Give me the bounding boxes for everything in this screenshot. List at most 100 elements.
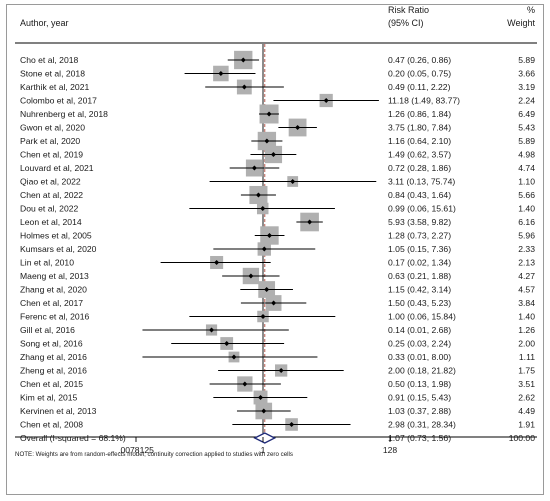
study-rows: Cho et al, 2018 0.47 (0.26, 0.86) 5.89 Ston… xyxy=(20,55,535,443)
study-weight: 3.84 xyxy=(518,298,535,308)
x-tick-label: 1 xyxy=(261,445,266,455)
study-label: Chen et al, 2008 xyxy=(20,420,83,430)
study-weight: 3.51 xyxy=(518,379,535,389)
study-label: Chen et al, 2019 xyxy=(20,150,83,160)
point-estimate xyxy=(323,98,329,103)
study-ci-text: 0.20 (0.05, 0.75) xyxy=(388,69,451,79)
weight-column-header: % xyxy=(527,5,535,15)
study-weight: 1.40 xyxy=(518,204,535,214)
study-label: Kervinen et al, 2013 xyxy=(20,406,97,416)
study-weight: 4.27 xyxy=(518,271,535,281)
study-label: Gwon et al, 2020 xyxy=(20,123,85,133)
study-label: Colombo et al, 2017 xyxy=(20,96,97,106)
study-label: Leon et al, 2014 xyxy=(20,217,82,227)
study-label: Maeng et al, 2013 xyxy=(20,271,89,281)
point-estimate xyxy=(260,206,266,211)
point-estimate xyxy=(224,341,230,346)
study-weight: 2.13 xyxy=(518,258,535,268)
point-estimate xyxy=(278,368,284,373)
study-label: Park et al, 2020 xyxy=(20,136,80,146)
study-ci-text: 0.47 (0.26, 0.86) xyxy=(388,55,451,65)
study-label: Nuhrenberg et al, 2018 xyxy=(20,109,108,119)
study-weight: 1.40 xyxy=(518,312,535,322)
study-label: Karthik et al, 2021 xyxy=(20,82,89,92)
study-weight: 3.66 xyxy=(518,69,535,79)
point-estimate xyxy=(270,152,276,157)
study-label: Ferenc et al, 2016 xyxy=(20,312,89,322)
study-weight: 6.16 xyxy=(518,217,535,227)
study-ci-text: 0.91 (0.15, 5.43) xyxy=(388,393,451,403)
study-ci-text: 1.49 (0.62, 3.57) xyxy=(388,150,451,160)
point-estimate xyxy=(290,179,296,184)
study-ci-text: 0.84 (0.43, 1.64) xyxy=(388,190,451,200)
study-ci-text: 1.26 (0.86, 1.84) xyxy=(388,109,451,119)
effect-column-subheader: (95% CI) xyxy=(388,18,424,28)
study-ci-text: 0.63 (0.21, 1.88) xyxy=(388,271,451,281)
point-estimate xyxy=(209,327,215,333)
study-label: Stone et al, 2018 xyxy=(20,69,85,79)
point-estimate xyxy=(261,246,267,252)
study-ci-text: 3.75 (1.80, 7.84) xyxy=(388,123,451,133)
study-weight: 5.43 xyxy=(518,123,535,133)
plot-marks xyxy=(142,44,379,444)
study-label: Zhang et al, 2020 xyxy=(20,285,87,295)
x-tick-label: .0078125 xyxy=(118,445,154,455)
point-estimate xyxy=(289,422,295,427)
study-ci-text: 1.15 (0.42, 3.14) xyxy=(388,285,451,295)
study-weight: 2.33 xyxy=(518,244,535,254)
study-ci-text: 0.25 (0.03, 2.24) xyxy=(388,339,451,349)
study-ci-text: 2.98 (0.31, 28.34) xyxy=(388,420,456,430)
point-estimate xyxy=(264,138,270,144)
point-estimate xyxy=(218,71,224,76)
study-weight: 4.98 xyxy=(518,150,535,160)
study-label: Gill et al, 2016 xyxy=(20,325,75,335)
point-estimate xyxy=(271,300,277,306)
point-estimate xyxy=(266,111,272,117)
weight-column-subheader: Weight xyxy=(507,18,535,28)
overall-diamond xyxy=(253,432,277,444)
study-weight: 2.62 xyxy=(518,393,535,403)
study-label: Kumsars et al, 2020 xyxy=(20,244,97,254)
point-estimate xyxy=(231,354,237,360)
study-weight: 1.91 xyxy=(518,420,535,430)
study-ci-text: 1.16 (0.64, 2.10) xyxy=(388,136,451,146)
study-label: Chen et al, 2017 xyxy=(20,298,83,308)
study-ci-text: 11.18 (1.49, 83.77) xyxy=(388,96,460,106)
point-estimate xyxy=(240,57,246,63)
study-ci-text: 0.50 (0.13, 1.98) xyxy=(388,379,451,389)
x-axis: .0078125 1 128 xyxy=(118,437,397,455)
study-label: Chen at al, 2022 xyxy=(20,190,83,200)
overall-ci-text: 1.07 (0.73, 1.56) xyxy=(388,433,451,443)
study-weight: 2.00 xyxy=(518,339,535,349)
study-weight: 1.26 xyxy=(518,325,535,335)
study-weight: 5.89 xyxy=(518,136,535,146)
study-column-header: Author, year xyxy=(20,18,69,28)
study-label: Qiao et al, 2022 xyxy=(20,177,81,187)
point-estimate xyxy=(295,125,301,130)
study-ci-text: 0.72 (0.28, 1.86) xyxy=(388,163,451,173)
study-label: Zhang et al, 2016 xyxy=(20,352,87,362)
point-estimate xyxy=(258,395,264,400)
study-weight: 5.66 xyxy=(518,190,535,200)
study-ci-text: 1.50 (0.43, 5.23) xyxy=(388,298,451,308)
study-weight: 2.24 xyxy=(518,96,535,106)
study-ci-text: 3.11 (0.13, 75.74) xyxy=(388,177,455,187)
study-weight: 5.96 xyxy=(518,231,535,241)
study-ci-text: 0.33 (0.01, 8.00) xyxy=(388,352,451,362)
study-label: Lin et al, 2010 xyxy=(20,258,74,268)
study-weight: 1.75 xyxy=(518,366,535,376)
study-label: Chen et al, 2015 xyxy=(20,379,83,389)
footnote: NOTE: Weights are from random-effects mo… xyxy=(15,451,293,458)
point-estimate xyxy=(251,165,257,171)
study-ci-text: 2.00 (0.18, 21.82) xyxy=(388,366,456,376)
x-tick-label: 128 xyxy=(383,445,398,455)
study-label: Dou et al, 2022 xyxy=(20,204,79,214)
study-ci-text: 1.05 (0.15, 7.36) xyxy=(388,244,451,254)
study-ci-text: 0.49 (0.11, 2.22) xyxy=(388,82,451,92)
overall-label: Overall (I-squared = 68.1%) xyxy=(20,433,126,443)
point-estimate xyxy=(255,192,261,198)
study-label: Louvard et al, 2021 xyxy=(20,163,94,173)
point-estimate xyxy=(241,84,247,90)
study-weight: 4.49 xyxy=(518,406,535,416)
